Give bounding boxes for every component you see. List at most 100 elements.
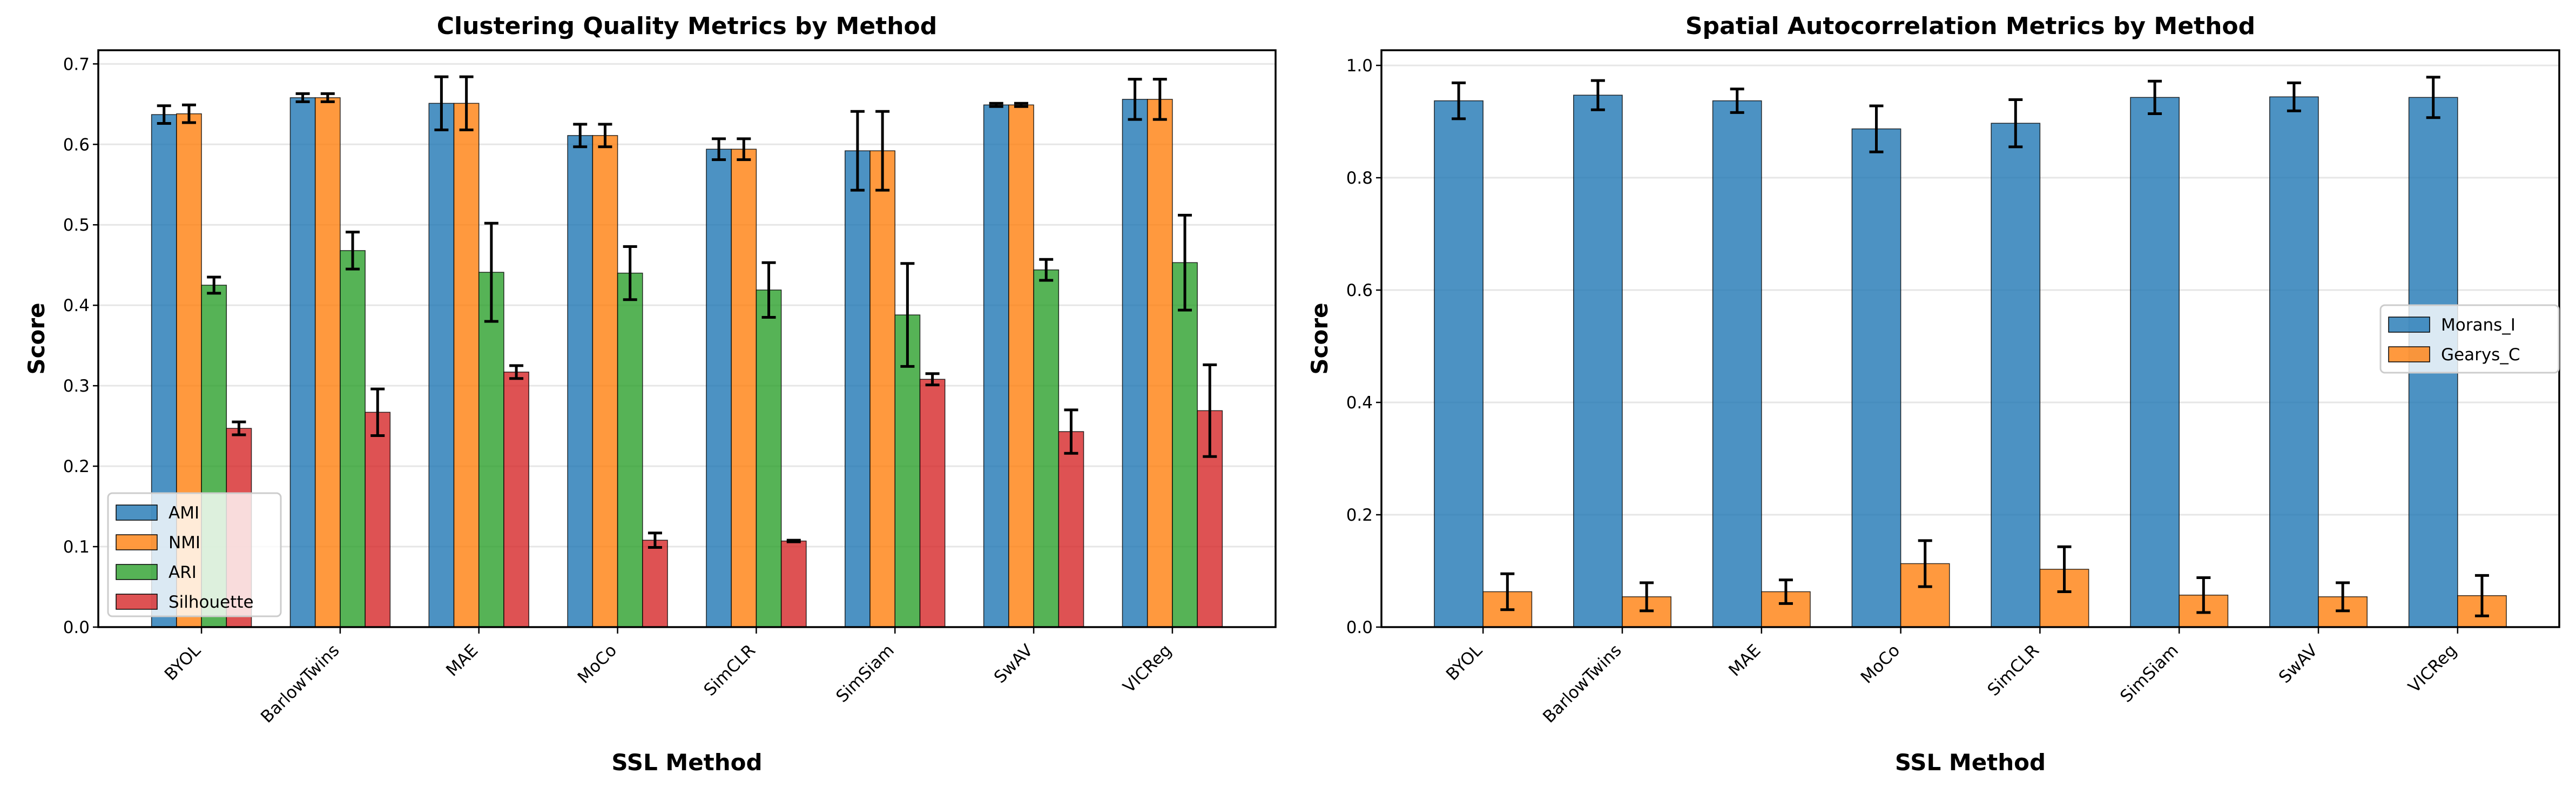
x-axis-label: SSL Method (1895, 749, 2046, 776)
bar-ami-simsiam (845, 150, 871, 628)
y-tick-label: 0.1 (63, 537, 90, 557)
legend-label: Morans_I (2441, 315, 2516, 335)
bar-ami-vicreg (1122, 99, 1148, 628)
errorbar-morans_i-vicreg (2426, 76, 2440, 119)
errorbar-gearys_c-simsiam (2196, 576, 2211, 614)
chart-title: Spatial Autocorrelation Metrics by Metho… (1685, 12, 2255, 40)
bar-morans_i-simclr (1991, 123, 2041, 628)
legend-swatch-ami (116, 504, 158, 521)
errorbar-silhouette-barlowtwins (370, 387, 385, 437)
bar-morans_i-byol (1434, 100, 1483, 628)
errorbar-silhouette-moco (648, 531, 662, 549)
errorbar-silhouette-simsiam (925, 372, 940, 387)
errorbar-morans_i-simsiam (2148, 79, 2162, 116)
errorbar-ari-mae (484, 221, 498, 323)
errorbar-ari-byol (207, 275, 221, 295)
bar-ari-simclr (756, 290, 782, 628)
legend-swatch-gearys_c (2388, 346, 2430, 362)
bar-ari-moco (617, 272, 643, 628)
errorbar-ami-moco (573, 123, 588, 149)
legend-label: AMI (168, 503, 199, 523)
bar-ami-mae (428, 103, 455, 628)
errorbar-ari-simsiam (900, 262, 915, 368)
errorbar-silhouette-byol (232, 420, 246, 436)
x-tick-label: BarlowTwins (1539, 641, 1625, 726)
x-tick-label: SwAV (2275, 641, 2322, 687)
y-tick-label: 0.4 (1346, 393, 1373, 413)
errorbar-nmi-vicreg (1152, 78, 1167, 121)
errorbar-ami-simsiam (850, 110, 865, 192)
chart-title: Clustering Quality Metrics by Method (437, 12, 938, 40)
y-tick-label: 1.0 (1346, 56, 1373, 76)
legend: Morans_I Gearys_C (2379, 304, 2560, 374)
x-axis-label: SSL Method (611, 749, 762, 776)
errorbar-silhouette-mae (509, 364, 524, 380)
errorbar-gearys_c-moco (1918, 539, 1932, 588)
errorbar-ami-swav (989, 102, 1003, 108)
errorbar-gearys_c-barlowtwins (1640, 581, 1654, 613)
errorbar-nmi-swav (1014, 102, 1028, 108)
y-tick-label: 0.8 (1346, 169, 1373, 188)
errorbar-ari-vicreg (1178, 213, 1192, 312)
bar-nmi-simclr (731, 149, 757, 628)
errorbar-ari-simclr (761, 261, 776, 319)
bar-silhouette-simsiam (919, 379, 946, 628)
errorbar-nmi-simsiam (875, 110, 890, 192)
bar-ari-swav (1033, 269, 1060, 628)
errorbar-morans_i-simclr (2008, 98, 2023, 149)
y-tick-label: 0.6 (1346, 281, 1373, 300)
x-tick-label: SimSiam (2116, 641, 2182, 706)
y-tick-label: 0.7 (63, 55, 90, 74)
errorbar-gearys_c-byol (1500, 572, 1515, 611)
bar-nmi-simsiam (869, 150, 895, 628)
x-tick-label: VICReg (1120, 641, 1176, 697)
bar-nmi-moco (592, 135, 618, 628)
bar-ami-swav (983, 104, 1009, 628)
legend-swatch-nmi (116, 534, 158, 550)
y-tick-label: 0.0 (63, 618, 90, 637)
legend-label: Silhouette (168, 593, 254, 612)
y-tick-label: 0.6 (63, 135, 90, 154)
errorbar-nmi-mae (459, 75, 474, 131)
bar-morans_i-mae (1712, 100, 1762, 628)
x-tick-label: SimSiam (832, 641, 898, 706)
chart-panel-2: 0.0 0.2 0.4 0.6 0.8 1.0 BYOL BarlowTwins MAE MoCo… (1306, 12, 2560, 776)
bar-ami-simclr (706, 149, 732, 628)
bar-nmi-barlowtwins (314, 97, 341, 628)
x-tick-label: VICReg (2405, 641, 2461, 697)
bar-ami-moco (567, 135, 594, 628)
y-tick-label: 0.4 (63, 296, 90, 315)
errorbar-morans_i-byol (1452, 81, 1466, 120)
errorbar-ari-barlowtwins (346, 231, 360, 271)
y-tick-label: 0.2 (63, 457, 90, 476)
bar-morans_i-moco (1851, 128, 1901, 628)
legend-label: NMI (168, 533, 200, 553)
x-tick-label: BYOL (1442, 641, 1486, 684)
y-tick-label: 0.2 (1346, 506, 1373, 525)
bar-morans_i-barlowtwins (1573, 95, 1623, 628)
x-tick-label: MAE (1725, 641, 1764, 680)
bar-morans_i-swav (2269, 96, 2319, 628)
errorbar-ami-barlowtwins (295, 92, 310, 103)
errorbar-ami-byol (157, 104, 171, 125)
bar-ari-barlowtwins (340, 250, 366, 628)
axes-frame (97, 49, 1277, 628)
errorbar-silhouette-simclr (786, 539, 801, 543)
bar-nmi-mae (453, 103, 480, 628)
x-tick-label: BYOL (161, 641, 205, 684)
chart-panel-1: 0.0 0.1 0.2 0.3 0.4 0.5 0.6 0.7 BYOL BarlowTwins M… (23, 12, 1277, 776)
bar-silhouette-swav (1058, 431, 1084, 628)
x-tick-label: SwAV (990, 641, 1037, 687)
x-tick-label: SimCLR (1984, 641, 2043, 700)
y-axis-label: Score (1306, 302, 1333, 374)
bar-ami-barlowtwins (289, 97, 316, 628)
errorbar-ami-vicreg (1128, 78, 1142, 121)
bar-nmi-swav (1008, 104, 1034, 628)
errorbar-silhouette-swav (1064, 408, 1078, 455)
errorbar-ari-swav (1039, 258, 1054, 282)
y-tick-label: 0.5 (63, 216, 90, 235)
errorbar-morans_i-barlowtwins (1590, 79, 1605, 111)
errorbar-ari-moco (623, 245, 637, 301)
errorbar-nmi-moco (598, 123, 612, 149)
errorbar-silhouette-vicreg (1203, 363, 1217, 458)
